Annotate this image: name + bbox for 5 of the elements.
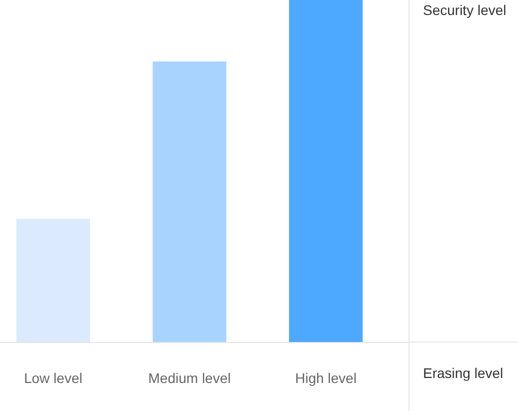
y-axis-title: Security level: [423, 2, 506, 18]
x-tick-label: Low level: [24, 370, 82, 386]
x-tick-label: Medium level: [148, 370, 231, 386]
x-axis-title: Erasing level: [423, 365, 504, 381]
x-tick-label: High level: [295, 370, 357, 386]
